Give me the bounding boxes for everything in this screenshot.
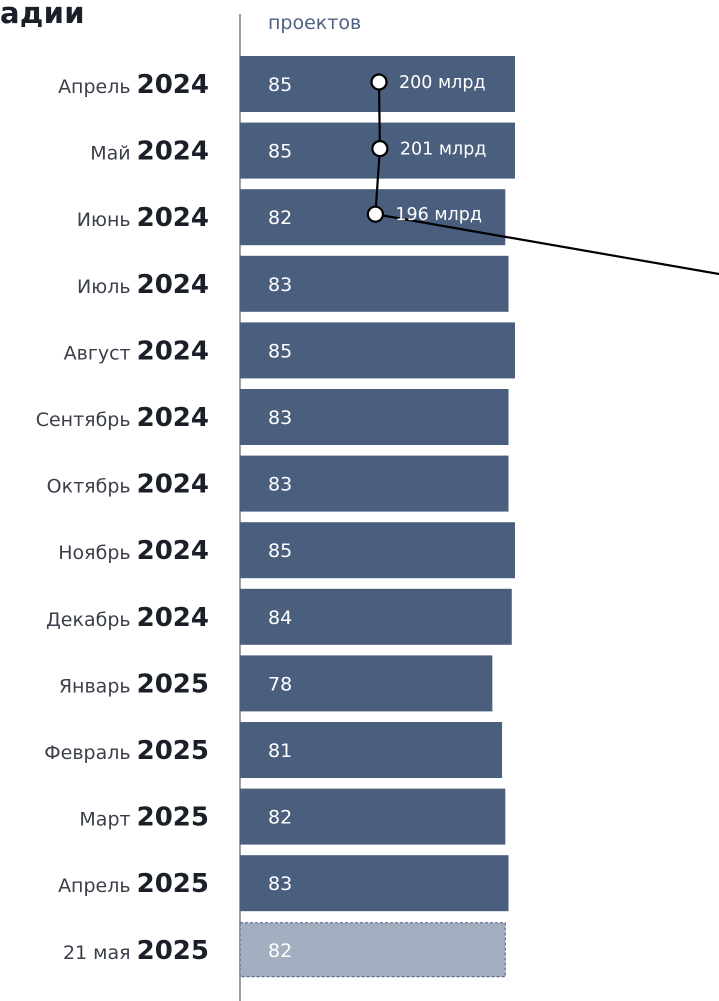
category-label: Апрель 2025 bbox=[58, 869, 209, 899]
bar-value-label: 83 bbox=[268, 873, 292, 895]
bar-value-label: 85 bbox=[268, 141, 292, 163]
bar bbox=[240, 389, 509, 445]
bar bbox=[240, 255, 509, 312]
bar-value-label: 84 bbox=[268, 607, 292, 629]
bar-value-label: 85 bbox=[268, 540, 292, 562]
category-label: Март 2025 bbox=[79, 803, 209, 833]
category-label: Август 2024 bbox=[64, 336, 209, 366]
bar bbox=[240, 522, 515, 579]
bar bbox=[240, 655, 493, 712]
line-point bbox=[371, 140, 389, 158]
category-label: Декабрь 2024 bbox=[46, 603, 209, 633]
bar bbox=[240, 322, 515, 379]
line-point bbox=[370, 73, 388, 91]
category-label: 21 мая 2025 bbox=[63, 936, 209, 966]
category-label: Ноябрь 2024 bbox=[58, 536, 209, 566]
bar bbox=[240, 455, 509, 512]
bar-value-label: 82 bbox=[268, 940, 292, 962]
category-label: Июнь 2024 bbox=[77, 203, 209, 233]
bar bbox=[240, 855, 509, 912]
bar bbox=[240, 722, 503, 778]
bar-value-label: 78 bbox=[268, 673, 292, 695]
bar-value-label: 83 bbox=[268, 474, 292, 496]
bar-value-label: 82 bbox=[268, 807, 292, 829]
sum-line bbox=[374, 81, 719, 276]
bar bbox=[239, 922, 506, 978]
bar-value-label: 83 bbox=[268, 274, 292, 296]
line-value-label: 196 млрд bbox=[395, 205, 482, 225]
category-label: Июль 2024 bbox=[77, 270, 209, 300]
line-point bbox=[366, 205, 384, 223]
bar-value-label: 85 bbox=[268, 74, 292, 96]
line-value-label: 200 млрд bbox=[399, 73, 486, 93]
bar-value-label: 82 bbox=[268, 207, 292, 229]
chart-title: адии bbox=[0, 0, 85, 30]
line-value-label: 201 млрд bbox=[400, 140, 487, 160]
column-header: проектов bbox=[268, 12, 362, 34]
category-label: Сентябрь 2024 bbox=[36, 403, 209, 433]
bar-value-label: 85 bbox=[268, 340, 292, 362]
bar-value-label: 83 bbox=[268, 407, 292, 429]
bar bbox=[240, 788, 506, 845]
bar-value-label: 81 bbox=[268, 740, 292, 762]
category-label: Январь 2025 bbox=[59, 669, 209, 699]
category-label: Февраль 2025 bbox=[44, 736, 209, 766]
category-label: Апрель 2024 bbox=[58, 70, 209, 100]
category-label: Октябрь 2024 bbox=[47, 470, 209, 500]
bar bbox=[240, 588, 512, 645]
category-label: Май 2024 bbox=[90, 137, 209, 167]
